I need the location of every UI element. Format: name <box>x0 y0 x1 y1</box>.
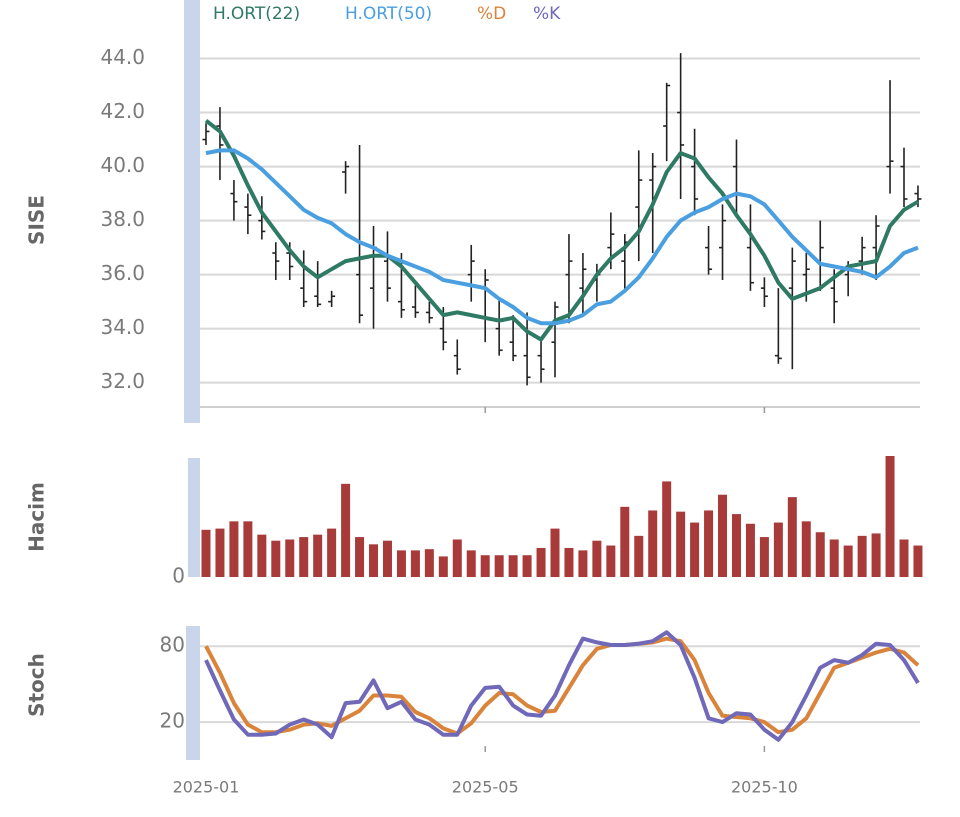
side-bar <box>186 626 200 760</box>
y-tick-label: 38.0 <box>100 207 145 231</box>
volume-bar <box>522 555 532 577</box>
volume-bar <box>271 540 281 577</box>
side-bar <box>188 458 200 577</box>
stoch-line <box>204 636 920 736</box>
volume-bar <box>843 545 853 577</box>
volume-bar <box>704 510 714 577</box>
volume-bar <box>731 514 741 577</box>
volume-bar <box>773 522 783 577</box>
volume-bar <box>564 547 574 577</box>
volume-bar <box>341 483 351 577</box>
moving-average-line <box>205 148 919 326</box>
volume-bar <box>369 544 379 577</box>
volume-bar <box>410 550 420 577</box>
volume-bar <box>355 537 365 577</box>
volume-bar <box>452 539 462 577</box>
y-tick-label: 0 <box>172 564 185 588</box>
stoch-line <box>204 630 920 742</box>
volume-bar <box>787 497 797 577</box>
volume-bar <box>592 540 602 577</box>
x-tick-label: 2025-05 <box>452 778 519 797</box>
volume-bar <box>327 528 337 577</box>
volume-bar <box>899 539 909 577</box>
volume-bar <box>815 532 825 577</box>
volume-bar <box>508 555 518 577</box>
volume-bar <box>243 521 253 577</box>
volume-bar <box>606 545 616 577</box>
legend-item: %D <box>477 4 506 24</box>
y-tick-label: 44.0 <box>100 45 145 69</box>
volume-bar <box>424 549 434 577</box>
volume-bar <box>299 537 309 577</box>
y-tick-label: 34.0 <box>100 315 145 339</box>
volume-bar <box>257 534 267 577</box>
volume-bar <box>913 545 923 577</box>
volume-bar <box>745 523 755 577</box>
volume-bar <box>536 547 546 577</box>
volume-bar <box>801 521 811 577</box>
legend-item: H.ORT(50) <box>345 4 432 24</box>
legend-item: H.ORT(22) <box>213 4 300 24</box>
legend-item: %K <box>533 4 561 24</box>
volume-bar <box>857 535 867 577</box>
volume-bar <box>396 550 406 577</box>
volume-bar <box>648 510 658 577</box>
volume-bar <box>676 511 686 577</box>
volume-bar <box>718 494 728 577</box>
side-bar <box>184 0 200 423</box>
x-tick-label: 2025-10 <box>731 778 798 797</box>
volume-bar <box>885 456 895 577</box>
volume-bar <box>382 540 392 577</box>
volume-bar <box>480 555 490 577</box>
y-axis-title: SISE <box>25 195 49 245</box>
volume-bar <box>620 506 630 577</box>
x-tick-label: 2025-01 <box>173 778 240 797</box>
volume-bar <box>550 528 560 577</box>
moving-average-line <box>204 119 920 342</box>
volume-bar <box>634 535 644 577</box>
volume-bar <box>438 556 448 577</box>
y-tick-label: 40.0 <box>100 153 145 177</box>
volume-bar <box>578 550 588 577</box>
y-tick-label: 42.0 <box>100 99 145 123</box>
volume-bar <box>313 534 323 577</box>
volume-bar <box>285 539 295 577</box>
volume-bar <box>871 533 881 577</box>
y-axis-title: Hacim <box>25 482 49 552</box>
y-axis-title: Stoch <box>25 653 49 717</box>
volume-bar <box>662 481 672 577</box>
y-tick-label: 36.0 <box>100 261 145 285</box>
volume-bar <box>215 528 225 577</box>
volume-bar <box>229 521 239 577</box>
volume-bar <box>494 555 504 577</box>
y-tick-label: 80 <box>160 633 185 657</box>
y-tick-label: 20 <box>160 709 185 733</box>
volume-bar <box>759 537 769 577</box>
volume-bar <box>201 529 211 577</box>
volume-bar <box>829 539 839 577</box>
volume-bar <box>690 522 700 577</box>
volume-bar <box>466 550 476 577</box>
y-tick-label: 32.0 <box>100 369 145 393</box>
